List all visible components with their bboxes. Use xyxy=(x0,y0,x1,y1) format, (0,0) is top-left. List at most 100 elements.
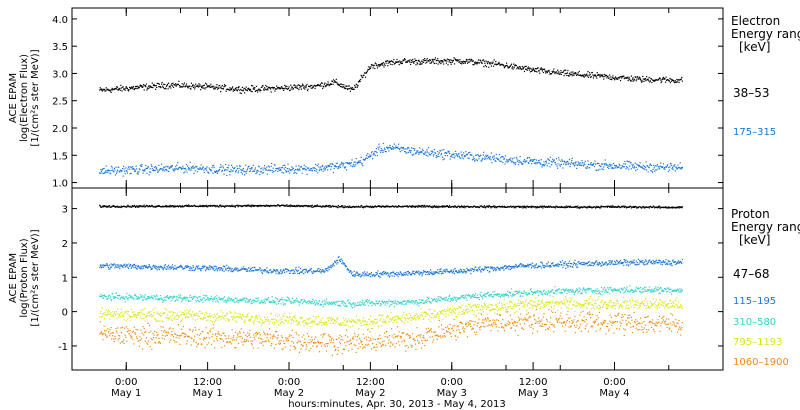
electron-series-1-point xyxy=(107,88,109,90)
proton-series-1-point xyxy=(99,205,101,207)
proton-series-3-point xyxy=(136,297,138,299)
electron-series-2-point xyxy=(444,155,446,157)
proton-series-2-point xyxy=(195,267,197,270)
electron-series-2-point xyxy=(425,151,427,153)
electron-series-1-point xyxy=(286,85,288,88)
electron-series-1-point xyxy=(541,68,543,70)
proton-series-3-point xyxy=(203,294,205,296)
electron-series-1-point xyxy=(533,68,535,70)
electron-series-2-point xyxy=(203,171,205,173)
proton-series-2-point xyxy=(681,262,683,265)
electron-series-1-point xyxy=(433,58,435,60)
electron-series-2-point xyxy=(675,166,677,168)
electron-series-2-point xyxy=(393,143,395,145)
proton-series-2-point xyxy=(470,273,472,275)
electron-series-1-point xyxy=(563,75,565,77)
proton-series-2-point xyxy=(424,270,426,272)
electron-series-1-point xyxy=(612,75,614,77)
electron-series-2-point xyxy=(387,148,389,150)
electron-series-1-point xyxy=(507,66,509,68)
electron-series-2-point xyxy=(328,164,330,166)
proton-series-3-point xyxy=(149,296,151,298)
proton-series-3-point xyxy=(356,304,358,306)
electron-series-2-point xyxy=(517,164,520,166)
proton-series-2-point xyxy=(456,271,458,273)
proton-series-3-point xyxy=(208,299,210,301)
proton-series-3-point xyxy=(197,300,200,302)
proton-series-3-point xyxy=(273,301,275,304)
proton-series-2-point xyxy=(497,266,499,269)
proton-series-1-point xyxy=(667,207,669,209)
electron-series-2-point xyxy=(102,168,104,170)
proton-series-1-point xyxy=(129,205,131,207)
proton-series-1-point xyxy=(126,205,128,207)
proton-series-2-point xyxy=(459,272,461,274)
electron-series-1-point xyxy=(663,78,665,80)
proton-series-2-point xyxy=(249,270,251,272)
proton-series-2-point xyxy=(129,265,131,267)
proton-series-2-point xyxy=(232,271,234,273)
electron-series-1-point xyxy=(231,87,233,89)
electron-series-1-point xyxy=(215,86,217,88)
proton-series-2-point xyxy=(253,266,255,268)
proton-series-1-point xyxy=(521,206,523,208)
proton-series-1-point xyxy=(643,207,645,209)
proton-series-1-point xyxy=(269,205,271,207)
proton-series-2-point xyxy=(403,272,405,274)
proton-series-1-point xyxy=(487,206,489,208)
electron-series-2-point xyxy=(656,164,658,166)
proton-series-2-point xyxy=(565,267,567,269)
electron-series-1-point xyxy=(546,72,548,74)
proton-series-2-point xyxy=(331,265,334,267)
proton-series-1-point xyxy=(422,204,424,207)
electron-series-1-point xyxy=(449,59,451,61)
electron-series-2-point xyxy=(378,148,380,150)
proton-series-2-point xyxy=(200,269,202,271)
proton-series-1-point xyxy=(289,206,291,208)
proton-series-1-point xyxy=(543,206,545,208)
electron-series-1-point xyxy=(674,80,676,82)
electron-series-1-point xyxy=(166,84,168,87)
electron-series-2-point xyxy=(329,165,331,167)
proton-series-3-point xyxy=(121,297,124,299)
electron-series-1-point xyxy=(404,58,406,60)
proton-series-1-point xyxy=(199,204,201,206)
electron-series-1-point xyxy=(560,70,562,72)
electron-series-2-point xyxy=(467,157,469,159)
electron-series-1-point xyxy=(598,74,600,76)
proton-series-2-point xyxy=(613,263,615,265)
proton-series-1-point xyxy=(510,205,512,207)
electron-series-1-point xyxy=(380,64,382,66)
proton-series-2-point xyxy=(557,265,559,267)
electron-series-1-point xyxy=(646,76,648,78)
electron-series-1-point xyxy=(322,87,324,90)
proton-series-1-point xyxy=(131,205,133,207)
proton-series-3-point xyxy=(188,300,190,302)
electron-series-2-point xyxy=(141,164,143,166)
electron-series-2-point xyxy=(484,156,486,158)
proton-series-2-point xyxy=(647,263,649,265)
proton-series-2-point xyxy=(260,269,262,271)
electron-series-1-point xyxy=(508,67,510,69)
electron-series-2-point xyxy=(337,167,339,170)
proton-series-2-point xyxy=(336,259,338,261)
electron-series-1-point xyxy=(293,84,296,86)
proton-series-2-point xyxy=(674,261,676,263)
proton-series-1-point xyxy=(215,206,217,208)
proton-series-2-point xyxy=(381,272,383,274)
electron-series-2-point xyxy=(196,166,198,168)
proton-series-3-point xyxy=(412,300,414,302)
electron-series-2-point xyxy=(338,165,341,167)
electron-series-2-point xyxy=(194,170,196,172)
electron-series-1-point xyxy=(130,87,132,89)
proton-series-1-point xyxy=(503,205,505,207)
electron-series-1-point xyxy=(406,61,408,63)
proton-series-2-point xyxy=(655,260,657,262)
electron-series-2-point xyxy=(103,167,105,169)
proton-series-2-point xyxy=(168,264,170,266)
proton-series-2-point xyxy=(384,271,386,273)
electron-series-1-point xyxy=(327,84,329,86)
proton-series-1-point xyxy=(314,205,316,208)
proton-series-3-point xyxy=(282,302,284,304)
electron-series-1-point xyxy=(187,86,189,88)
